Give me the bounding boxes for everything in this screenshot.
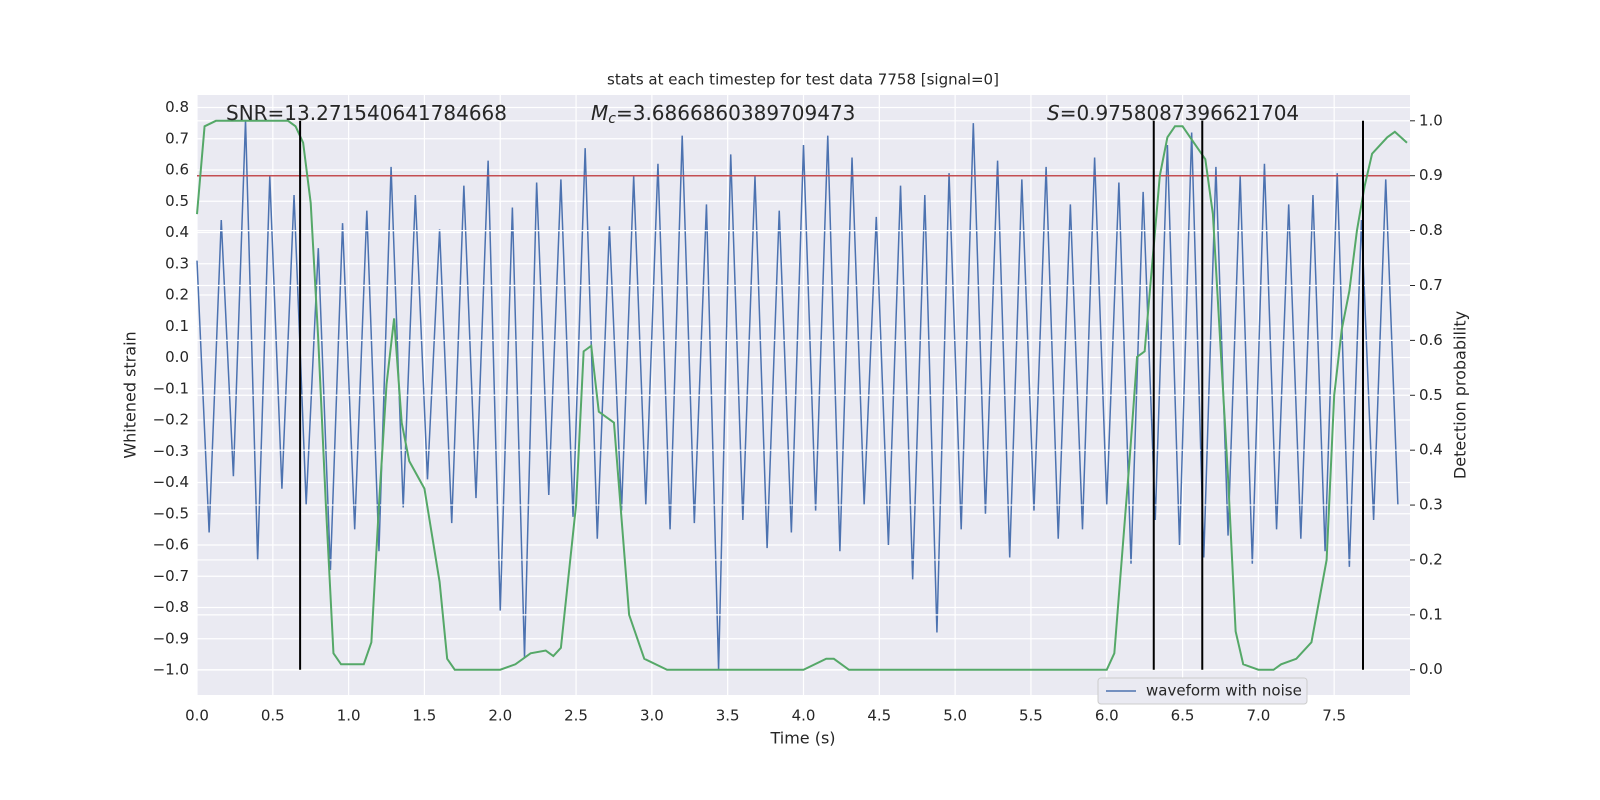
waveform-line	[196, 119, 1399, 671]
x-tick-label: 7.5	[1322, 707, 1346, 725]
y-tick-label: 0.1	[165, 317, 189, 335]
y-tick-label: −1.0	[153, 661, 189, 679]
y-tick-label: 0.0	[165, 348, 189, 366]
x-tick-label: 5.0	[943, 707, 967, 725]
annotation-symbol: S	[1047, 101, 1060, 125]
x-tick-label: 1.5	[413, 707, 437, 725]
y-tick-label: −0.4	[153, 473, 189, 491]
annotation: SNR=13.271540641784668	[226, 101, 507, 125]
annotation-symbol: M	[591, 101, 608, 125]
x-tick-label: 3.5	[716, 707, 740, 725]
y-tick-label: −0.6	[153, 536, 189, 554]
legend-label: waveform with noise	[1146, 682, 1302, 700]
x-tick-label: 6.0	[1095, 707, 1119, 725]
annotation: Mc=3.6866860389709473	[591, 101, 855, 128]
x-tick-label: 4.5	[867, 707, 891, 725]
annotation-text: SNR=13.271540641784668	[226, 101, 507, 125]
y-tick-label: −0.9	[153, 629, 189, 647]
y2-tick-label: 0.9	[1419, 166, 1443, 184]
y2-tick-label: 0.3	[1419, 496, 1443, 514]
legend-box	[1097, 677, 1308, 705]
x-tick-label: 0.0	[185, 707, 209, 725]
y2-tick-label: 0.0	[1419, 660, 1443, 678]
y-tick-label: −0.2	[153, 411, 189, 429]
x-tick-label: 1.0	[337, 707, 361, 725]
y2-tick-label: 0.6	[1419, 331, 1443, 349]
y-tick-label: 0.6	[165, 161, 189, 179]
probability-line	[196, 119, 1408, 671]
y-tick-label: −0.5	[153, 504, 189, 522]
y2-tick-label: 0.1	[1419, 605, 1443, 623]
y2-tick-label: 0.7	[1419, 276, 1443, 294]
x-tick-label: 4.0	[792, 707, 816, 725]
annotation-text: =0.9758087396621704	[1060, 101, 1299, 125]
y-tick-label: −0.3	[153, 442, 189, 460]
annotation-subscript: c	[608, 111, 616, 127]
y-tick-label: 0.7	[165, 129, 189, 147]
y2-tick-label: 0.5	[1419, 386, 1443, 404]
y-tick-label: −0.7	[153, 567, 189, 585]
y-tick-label: 0.2	[165, 286, 189, 304]
y-tick-label: −0.1	[153, 379, 189, 397]
y-tick-label: 0.8	[165, 98, 189, 116]
x-tick-label: 7.0	[1246, 707, 1270, 725]
x-tick-label: 3.0	[640, 707, 664, 725]
x-axis-label: Time (s)	[769, 729, 835, 748]
y-tick-label: 0.4	[165, 223, 189, 241]
y2-tick-label: 0.4	[1419, 441, 1443, 459]
y-tick-label: −0.8	[153, 598, 189, 616]
y2-tick-label: 0.2	[1419, 550, 1443, 568]
x-tick-label: 6.5	[1171, 707, 1195, 725]
y-axis-label: Whitened strain	[121, 331, 140, 458]
annotation: S=0.9758087396621704	[1047, 101, 1299, 125]
y2-tick-label: 1.0	[1419, 111, 1443, 129]
x-tick-label: 2.5	[564, 707, 588, 725]
chart-title: stats at each timestep for test data 775…	[607, 71, 999, 89]
x-tick-label: 0.5	[261, 707, 285, 725]
y2-axis-label: Detection probability	[1451, 311, 1470, 479]
annotation-text: =3.6866860389709473	[616, 101, 855, 125]
y-tick-label: 0.5	[165, 192, 189, 210]
y-tick-label: 0.3	[165, 254, 189, 272]
y2-tick-label: 0.8	[1419, 221, 1443, 239]
x-tick-label: 5.5	[1019, 707, 1043, 725]
x-tick-label: 2.0	[488, 707, 512, 725]
